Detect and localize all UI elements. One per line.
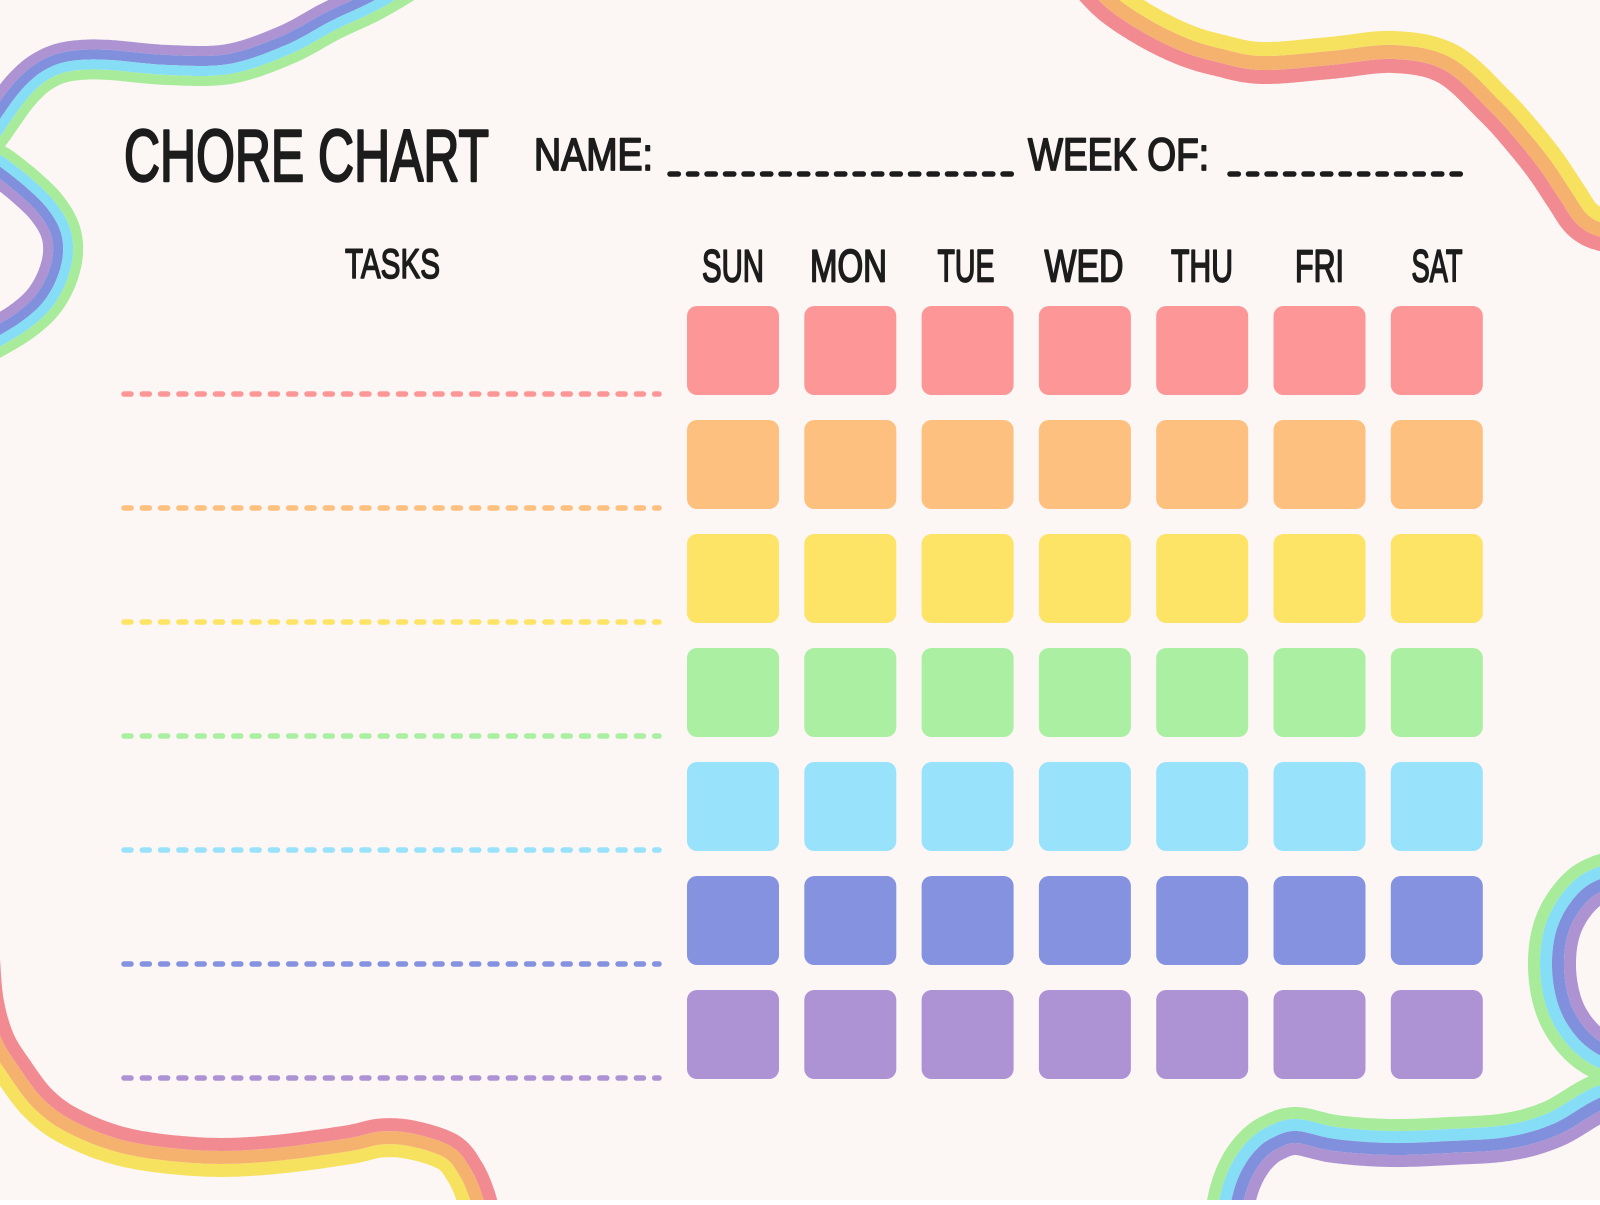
svg-text:FRI: FRI: [1295, 241, 1344, 292]
svg-text:MON: MON: [810, 241, 887, 292]
svg-text:CHORE CHART: CHORE CHART: [124, 116, 489, 197]
svg-text:WEEK OF:: WEEK OF:: [1028, 129, 1209, 180]
svg-text:TASKS: TASKS: [345, 240, 440, 287]
svg-text:THU: THU: [1171, 241, 1233, 292]
svg-text:WED: WED: [1045, 241, 1124, 292]
svg-text:SAT: SAT: [1412, 241, 1463, 292]
svg-text:NAME:: NAME:: [534, 129, 653, 180]
svg-text:SUN: SUN: [702, 241, 764, 292]
svg-text:TUE: TUE: [938, 241, 995, 292]
